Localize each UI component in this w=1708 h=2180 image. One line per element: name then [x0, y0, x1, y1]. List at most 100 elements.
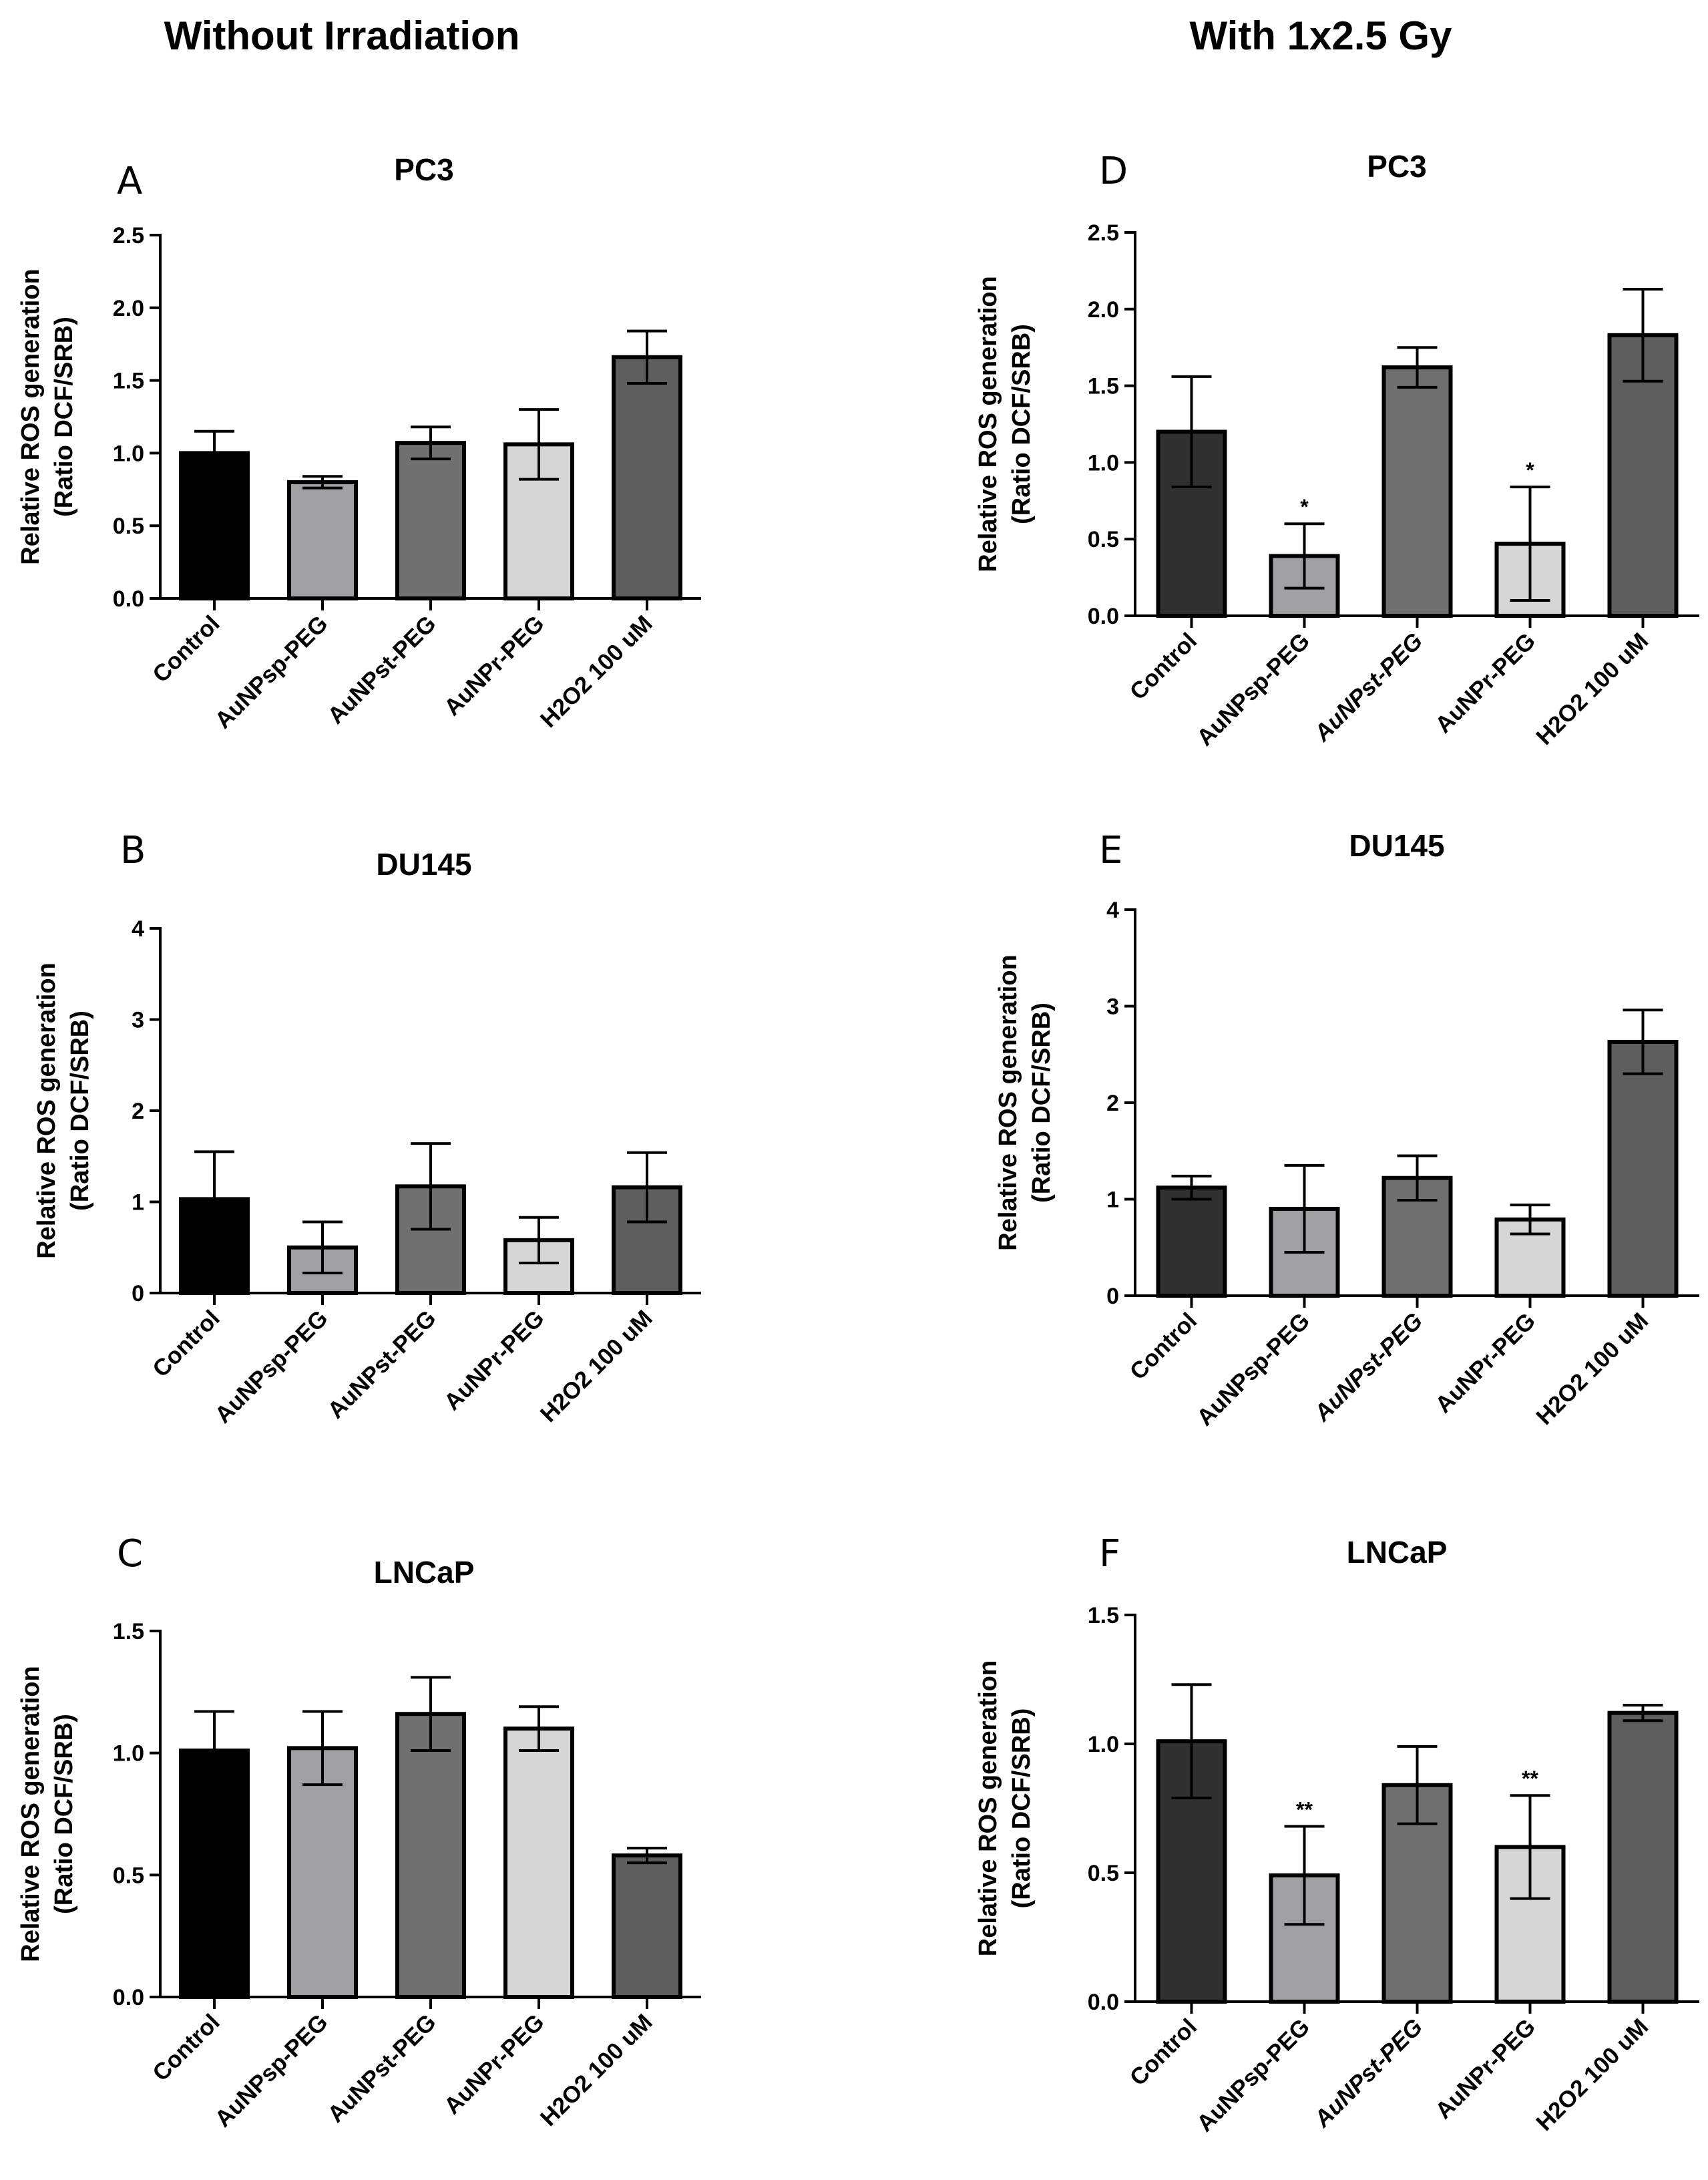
y-tick-label: 1.0: [1088, 450, 1119, 476]
y-tick-label: 2.0: [1088, 297, 1119, 323]
chart-E: E DU145 Relative ROS generation (Ratio DCF/…: [994, 828, 1699, 1431]
y-axis-label: Relative ROS generation: [17, 268, 45, 564]
bar: [612, 355, 682, 600]
panel-letter: F: [1099, 1532, 1120, 1576]
category-label: AuNPst-PEG: [323, 2009, 441, 2127]
y-tick-label: 1.0: [113, 1741, 144, 1767]
y-axis-label: Relative ROS generation: [33, 962, 61, 1258]
y-tick-label: 0.0: [113, 586, 144, 612]
chart-title: DU145: [376, 847, 471, 882]
category-label: AuNPst-PEG: [323, 1305, 441, 1423]
y-tick-label: 1.0: [113, 441, 144, 466]
y-tick-label: 2: [1106, 1091, 1119, 1116]
y-tick-label: 2: [132, 1099, 144, 1124]
y-axis-label: Relative ROS generation: [974, 276, 1002, 572]
y-tick-label: 2.5: [113, 223, 144, 248]
y-axis-label-units: (Ratio DCF/SRB): [50, 317, 78, 517]
category-label: AuNPsp-PEG: [210, 2009, 333, 2132]
panel-letter: E: [1099, 829, 1122, 872]
chart-F: F LNCaP Relative ROS generation (Ratio DCF/…: [974, 1532, 1699, 2137]
panel-letter: C: [117, 1532, 143, 1576]
significance-mark: *: [1526, 458, 1534, 482]
y-tick-label: 0.5: [1088, 1861, 1119, 1886]
y-tick-label: 2.5: [1088, 220, 1119, 246]
bar: [503, 1727, 574, 1999]
y-tick-label: 1: [1106, 1188, 1119, 1213]
category-label: Control: [148, 1305, 225, 1383]
y-tick-label: 1.5: [1088, 1603, 1119, 1628]
y-axis-label-units: (Ratio DCF/SRB): [1008, 324, 1036, 524]
significance-mark: *: [1300, 495, 1309, 519]
chart-B: B DU145 Relative ROS generation (Ratio DCF/…: [33, 829, 701, 1428]
y-axis-label-units: (Ratio DCF/SRB): [1028, 1003, 1056, 1203]
y-tick-label: 0.0: [113, 1985, 144, 2010]
chart-title: PC3: [394, 152, 453, 187]
category-label: H2O2 100 uM: [1531, 628, 1653, 750]
category-label: Control: [1125, 1308, 1203, 1385]
category-label: AuNPst-PEG: [323, 610, 441, 729]
category-label: Control: [1125, 628, 1203, 705]
chart-C: C LNCaP Relative ROS generation (Ratio DCF/…: [17, 1532, 701, 2132]
column-title-left: Without Irradiation: [164, 13, 520, 58]
bar: [612, 1853, 682, 2000]
category-label: AuNPr-PEG: [1430, 2014, 1540, 2124]
category-label: Control: [148, 2009, 225, 2086]
y-tick-label: 4: [1106, 898, 1119, 923]
y-tick-label: 0.0: [1088, 1990, 1119, 2015]
y-tick-label: 0.5: [113, 514, 144, 539]
y-tick-label: 0.5: [113, 1863, 144, 1888]
y-axis-label-units: (Ratio DCF/SRB): [1008, 1708, 1036, 1909]
category-label: AuNPsp-PEG: [210, 1305, 333, 1428]
category-label: AuNPst-PEG: [1309, 2014, 1428, 2133]
y-tick-label: 0.0: [1088, 604, 1119, 629]
chart-title: PC3: [1367, 149, 1426, 184]
bar: [395, 441, 466, 601]
panel-letter: B: [120, 829, 146, 872]
bar: [395, 1712, 466, 2000]
y-axis-label-units: (Ratio DCF/SRB): [66, 1011, 94, 1211]
chart-A: A PC3 Relative ROS generation (Ratio DCF/SR…: [17, 152, 701, 733]
category-label: AuNPr-PEG: [1430, 628, 1540, 738]
bar: [1156, 1186, 1227, 1298]
category-label: H2O2 100 uM: [536, 1305, 658, 1427]
y-tick-label: 0: [132, 1281, 144, 1306]
category-label: AuNPsp-PEG: [1192, 628, 1315, 751]
bar: [287, 480, 358, 600]
category-label: AuNPr-PEG: [439, 1305, 550, 1415]
panel-letter: A: [117, 160, 142, 203]
y-tick-label: 0: [1106, 1284, 1119, 1309]
y-axis-label: Relative ROS generation: [994, 954, 1022, 1250]
panel-letter: D: [1099, 150, 1128, 193]
significance-mark: **: [1296, 1798, 1313, 1822]
category-label: H2O2 100 uM: [536, 2009, 658, 2131]
y-tick-label: 1.5: [113, 369, 144, 394]
category-label: AuNPr-PEG: [1430, 1308, 1540, 1418]
category-label: AuNPst-PEG: [1309, 628, 1428, 747]
category-label: H2O2 100 uM: [1531, 1308, 1653, 1430]
category-label: AuNPsp-PEG: [1192, 1308, 1315, 1431]
category-label: AuNPsp-PEG: [210, 610, 333, 733]
y-axis-label: Relative ROS generation: [17, 1666, 45, 1962]
y-tick-label: 1.0: [1088, 1732, 1119, 1757]
y-tick-label: 2.0: [113, 296, 144, 321]
chart-D: D PC3 Relative ROS generation (Ratio DCF/SR…: [974, 149, 1699, 751]
column-title-right: With 1x2.5 Gy: [1190, 13, 1453, 58]
y-tick-label: 1.5: [1088, 374, 1119, 399]
y-axis-label-units: (Ratio DCF/SRB): [50, 1714, 78, 1914]
y-tick-label: 4: [132, 916, 144, 942]
category-label: AuNPsp-PEG: [1192, 2014, 1315, 2137]
chart-title: DU145: [1349, 828, 1444, 863]
bar: [179, 1749, 250, 2000]
category-label: AuNPst-PEG: [1309, 1308, 1428, 1427]
y-tick-label: 3: [132, 1008, 144, 1033]
chart-title: LNCaP: [1347, 1535, 1448, 1570]
bar: [1381, 365, 1453, 618]
chart-title: LNCaP: [374, 1555, 475, 1590]
bar: [1607, 1039, 1679, 1298]
y-tick-label: 3: [1106, 994, 1119, 1020]
category-label: Control: [148, 610, 225, 688]
significance-mark: **: [1522, 1767, 1538, 1791]
y-axis-label: Relative ROS generation: [974, 1660, 1002, 1956]
